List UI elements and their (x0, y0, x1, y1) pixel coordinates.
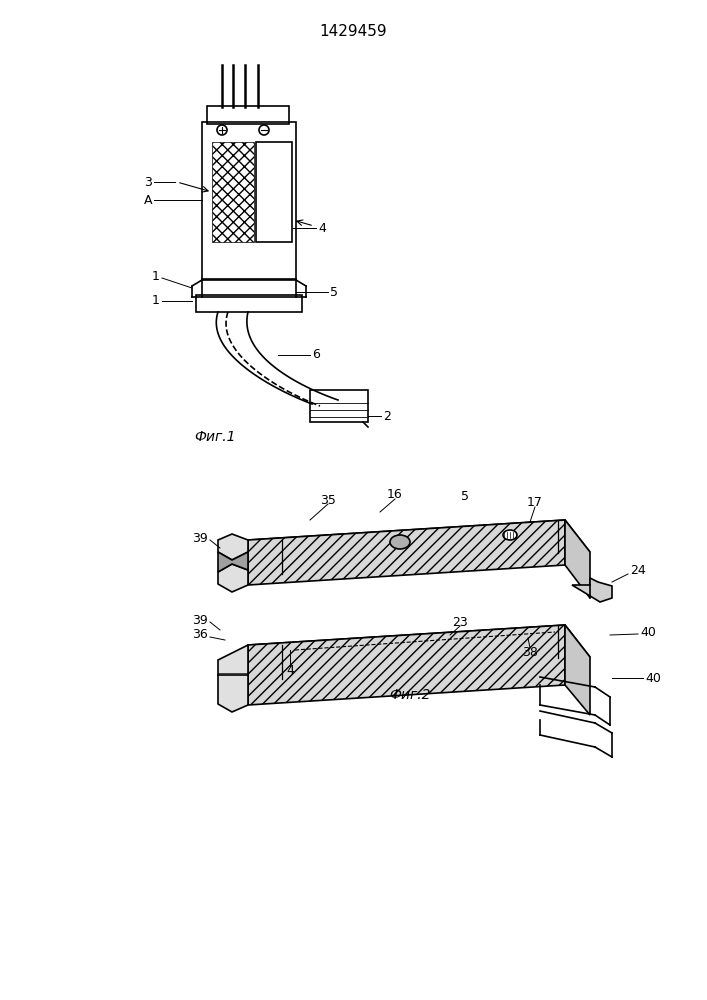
Polygon shape (248, 520, 565, 585)
Polygon shape (218, 534, 248, 560)
Text: Фиг.2: Фиг.2 (390, 688, 431, 702)
Polygon shape (218, 552, 248, 572)
Bar (202, 279, 296, 297)
Text: 16: 16 (387, 488, 403, 502)
Text: 36: 36 (192, 629, 208, 642)
Bar (310, 390, 368, 422)
Text: 40: 40 (640, 626, 656, 639)
Polygon shape (572, 578, 612, 602)
Polygon shape (218, 564, 248, 592)
Text: 4: 4 (286, 664, 294, 676)
Ellipse shape (503, 530, 517, 540)
Text: 6: 6 (312, 349, 320, 361)
Text: 17: 17 (527, 496, 543, 510)
Text: 2: 2 (383, 410, 391, 422)
Text: 1: 1 (152, 269, 160, 282)
Bar (212, 142, 254, 242)
Polygon shape (565, 625, 590, 715)
Text: 4: 4 (318, 222, 326, 234)
Text: 24: 24 (630, 564, 645, 576)
Text: 39: 39 (192, 613, 208, 626)
Polygon shape (248, 625, 590, 679)
Bar (202, 122, 296, 280)
Polygon shape (248, 625, 565, 705)
Text: 1429459: 1429459 (319, 24, 387, 39)
Text: 23: 23 (452, 615, 468, 629)
Bar (207, 106, 289, 124)
Polygon shape (248, 520, 590, 574)
Text: Фиг.1: Фиг.1 (194, 430, 235, 444)
Polygon shape (565, 520, 590, 598)
Text: 39: 39 (192, 532, 208, 544)
Text: А: А (144, 194, 152, 207)
Bar (196, 295, 302, 312)
Text: 5: 5 (330, 286, 338, 298)
Text: 3: 3 (144, 176, 152, 188)
Bar (256, 142, 292, 242)
Ellipse shape (390, 535, 410, 549)
Text: 40: 40 (645, 672, 661, 684)
Text: 38: 38 (522, 646, 538, 658)
Text: 5: 5 (461, 490, 469, 504)
Polygon shape (218, 645, 248, 712)
Text: 1: 1 (152, 294, 160, 306)
Text: 35: 35 (320, 493, 336, 506)
